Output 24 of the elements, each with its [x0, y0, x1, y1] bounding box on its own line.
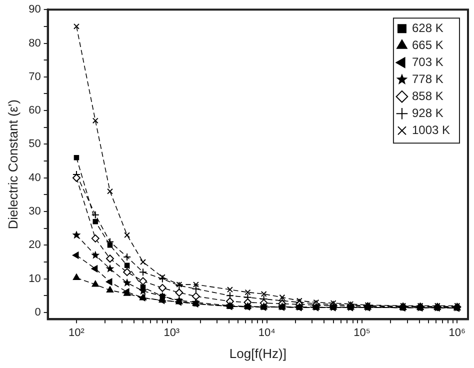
- legend-label: 1003 K: [412, 122, 450, 137]
- y-tick-label: 10: [28, 272, 41, 285]
- y-tick-label: 70: [28, 70, 41, 83]
- y-tick-label: 0: [34, 306, 41, 318]
- x-tick-label: 10³: [164, 326, 180, 339]
- x-axis-title: Log[f(Hz)]: [229, 346, 286, 361]
- y-tick-label: 20: [28, 239, 41, 252]
- legend-label: 628 K: [412, 20, 444, 35]
- x-tick-label: 10⁵: [354, 326, 370, 339]
- y-tick-label: 90: [28, 4, 41, 16]
- legend-label: 928 K: [412, 106, 444, 120]
- x-tick-label: 10⁶: [448, 326, 466, 339]
- x-tick-label: 10²: [68, 326, 85, 339]
- y-tick-label: 60: [28, 104, 41, 117]
- x-tick-label: 10⁴: [258, 326, 276, 339]
- legend-label: 858 K: [412, 88, 444, 103]
- legend-label: 703 K: [412, 54, 444, 69]
- legend-label: 778 K: [412, 72, 444, 86]
- y-tick-label: 80: [28, 37, 41, 50]
- y-axis-title: Dielectric Constant (ε'): [5, 100, 20, 230]
- y-tick-label: 40: [28, 172, 41, 184]
- legend-label: 665 K: [412, 38, 444, 52]
- y-tick-label: 30: [28, 206, 41, 218]
- y-tick-label: 50: [28, 138, 41, 150]
